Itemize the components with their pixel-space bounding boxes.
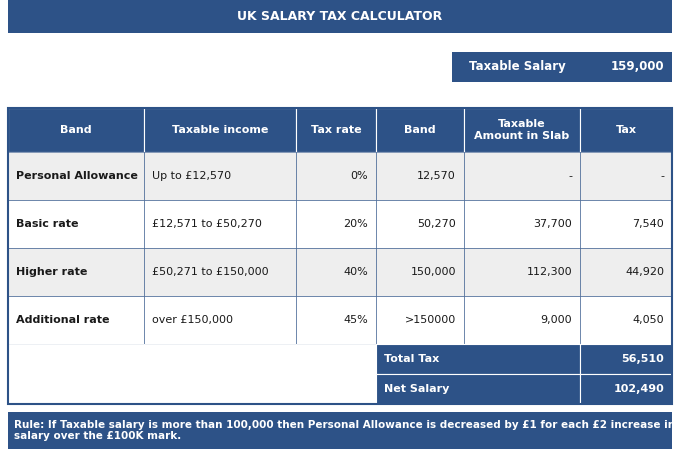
Text: 159,000: 159,000: [611, 60, 664, 73]
Bar: [296, 374, 376, 404]
Bar: [580, 108, 672, 152]
Bar: [580, 374, 672, 404]
Bar: [376, 152, 464, 200]
Text: Higher rate: Higher rate: [16, 267, 87, 277]
Bar: [8, 404, 672, 412]
Bar: [296, 344, 376, 374]
Text: 37,700: 37,700: [533, 219, 572, 229]
Text: Personal Allowance: Personal Allowance: [16, 171, 138, 181]
Text: Band: Band: [404, 125, 436, 135]
Bar: [376, 374, 580, 404]
Bar: [376, 248, 464, 296]
Bar: [580, 248, 672, 296]
Text: 44,920: 44,920: [625, 267, 664, 277]
Text: Total Tax: Total Tax: [384, 354, 439, 364]
Text: 4,050: 4,050: [632, 315, 664, 325]
Text: Up to £12,570: Up to £12,570: [152, 171, 231, 181]
Bar: [8, 152, 144, 200]
Text: Tax: Tax: [615, 125, 636, 135]
Text: 45%: 45%: [343, 315, 368, 325]
Text: Net Salary: Net Salary: [384, 384, 449, 394]
Text: 112,300: 112,300: [526, 267, 572, 277]
Text: Basic rate: Basic rate: [16, 219, 78, 229]
Bar: [144, 296, 296, 344]
Bar: [464, 296, 580, 344]
Bar: [580, 344, 672, 374]
Text: 50,270: 50,270: [418, 219, 456, 229]
Bar: [8, 108, 144, 152]
Bar: [144, 108, 296, 152]
Text: Band: Band: [61, 125, 92, 135]
Text: -: -: [568, 171, 572, 181]
Bar: [8, 412, 672, 449]
Bar: [582, 52, 672, 82]
Text: -: -: [660, 171, 664, 181]
Bar: [296, 248, 376, 296]
Text: 0%: 0%: [350, 171, 368, 181]
Text: 102,490: 102,490: [613, 384, 664, 394]
Text: £12,571 to £50,270: £12,571 to £50,270: [152, 219, 262, 229]
Text: 20%: 20%: [343, 219, 368, 229]
Bar: [464, 108, 580, 152]
Bar: [296, 152, 376, 200]
Bar: [296, 200, 376, 248]
Bar: [8, 33, 672, 100]
Bar: [580, 152, 672, 200]
Text: >150000: >150000: [405, 315, 456, 325]
Text: 7,540: 7,540: [632, 219, 664, 229]
Bar: [8, 296, 144, 344]
Bar: [144, 200, 296, 248]
Text: Rule: If Taxable salary is more than 100,000 then Personal Allowance is decrease: Rule: If Taxable salary is more than 100…: [14, 420, 675, 441]
Bar: [580, 296, 672, 344]
Text: 9,000: 9,000: [541, 315, 572, 325]
Text: 150,000: 150,000: [411, 267, 456, 277]
Bar: [8, 108, 672, 404]
Bar: [8, 100, 672, 108]
Bar: [144, 248, 296, 296]
Text: 12,570: 12,570: [418, 171, 456, 181]
Bar: [376, 200, 464, 248]
Bar: [376, 344, 580, 374]
Bar: [464, 248, 580, 296]
Bar: [580, 200, 672, 248]
Bar: [8, 344, 144, 374]
Text: Taxable
Amount in Slab: Taxable Amount in Slab: [475, 119, 570, 141]
Text: Taxable Salary: Taxable Salary: [469, 60, 565, 73]
Bar: [8, 200, 144, 248]
Bar: [8, 374, 144, 404]
Text: £50,271 to £150,000: £50,271 to £150,000: [152, 267, 269, 277]
Text: Additional rate: Additional rate: [16, 315, 109, 325]
Bar: [144, 374, 296, 404]
Bar: [464, 200, 580, 248]
Text: Taxable income: Taxable income: [172, 125, 268, 135]
Text: over £150,000: over £150,000: [152, 315, 233, 325]
Bar: [8, 248, 144, 296]
Bar: [296, 296, 376, 344]
Bar: [8, 0, 672, 33]
Bar: [376, 108, 464, 152]
Bar: [452, 52, 582, 82]
Bar: [296, 108, 376, 152]
Bar: [376, 296, 464, 344]
Text: 56,510: 56,510: [622, 354, 664, 364]
Bar: [464, 152, 580, 200]
Bar: [144, 152, 296, 200]
Text: Tax rate: Tax rate: [311, 125, 361, 135]
Text: UK SALARY TAX CALCULATOR: UK SALARY TAX CALCULATOR: [237, 10, 443, 23]
Text: 40%: 40%: [343, 267, 368, 277]
Bar: [144, 344, 296, 374]
